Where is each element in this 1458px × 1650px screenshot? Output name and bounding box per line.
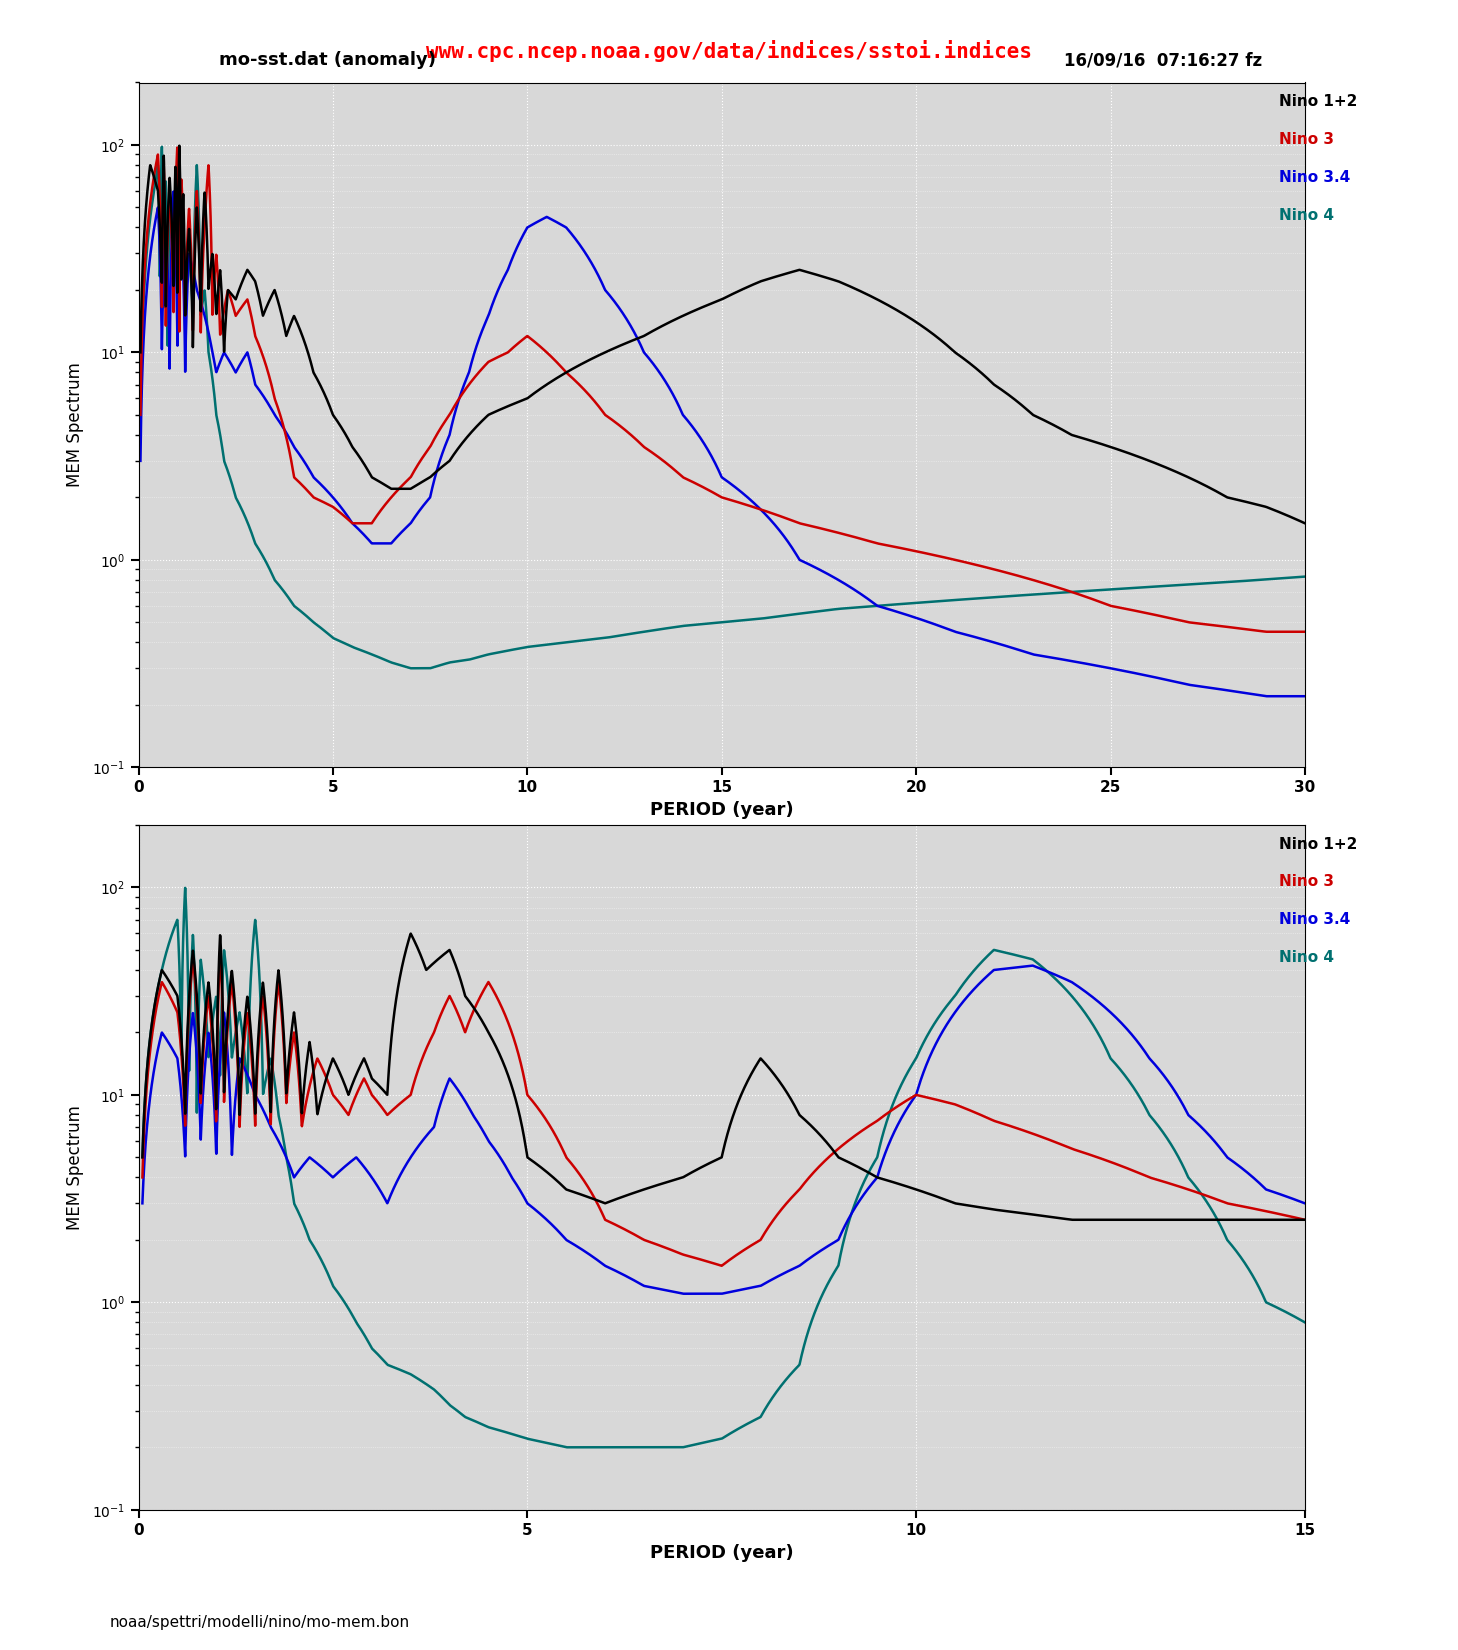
Text: Nino 4: Nino 4 [1279, 208, 1334, 223]
Text: Nino 4: Nino 4 [1279, 950, 1334, 965]
Text: Nino 3: Nino 3 [1279, 874, 1334, 889]
Text: www.cpc.ncep.noaa.gov/data/indices/sstoi.indices: www.cpc.ncep.noaa.gov/data/indices/sstoi… [426, 40, 1032, 61]
Text: Nino 3: Nino 3 [1279, 132, 1334, 147]
Text: Nino 1+2: Nino 1+2 [1279, 94, 1357, 109]
X-axis label: PERIOD (year): PERIOD (year) [650, 800, 793, 818]
Text: Nino 3.4: Nino 3.4 [1279, 912, 1350, 927]
Y-axis label: MEM Spectrum: MEM Spectrum [66, 363, 83, 487]
X-axis label: PERIOD (year): PERIOD (year) [650, 1543, 793, 1561]
Text: Nino 3.4: Nino 3.4 [1279, 170, 1350, 185]
Text: noaa/spettri/modelli/nino/mo-mem.bon: noaa/spettri/modelli/nino/mo-mem.bon [109, 1615, 410, 1630]
Text: Nino 1+2: Nino 1+2 [1279, 837, 1357, 851]
Text: 16/09/16  07:16:27 fz: 16/09/16 07:16:27 fz [1064, 51, 1263, 69]
Text: mo-sst.dat (anomaly): mo-sst.dat (anomaly) [219, 51, 436, 69]
Y-axis label: MEM Spectrum: MEM Spectrum [66, 1106, 83, 1229]
